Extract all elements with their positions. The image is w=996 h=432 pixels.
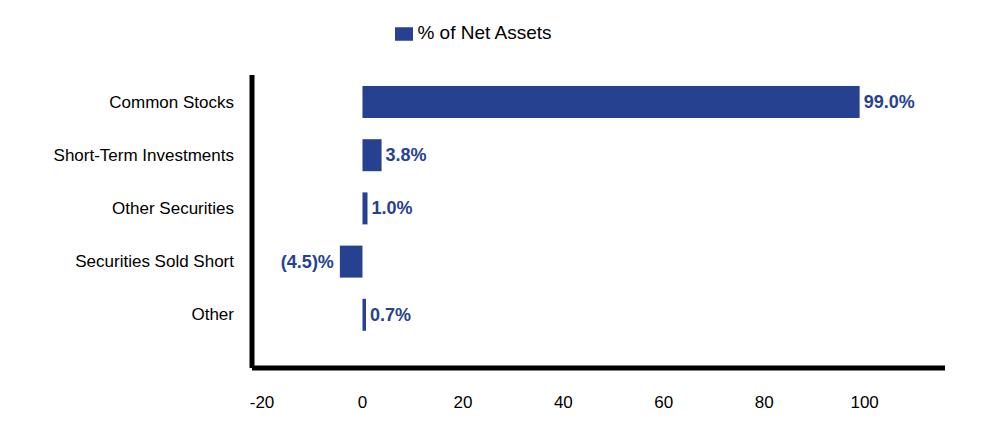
svg-text:Other Securities: Other Securities xyxy=(112,199,234,218)
svg-text:20: 20 xyxy=(453,393,472,412)
svg-text:40: 40 xyxy=(554,393,573,412)
svg-text:0: 0 xyxy=(358,393,367,412)
svg-text:-20: -20 xyxy=(250,393,275,412)
svg-text:3.8%: 3.8% xyxy=(386,145,427,165)
svg-text:60: 60 xyxy=(654,393,673,412)
svg-text:Securities Sold Short: Securities Sold Short xyxy=(75,252,234,271)
svg-text:Other: Other xyxy=(191,305,234,324)
svg-text:Short-Term Investments: Short-Term Investments xyxy=(54,146,234,165)
svg-text:0.7%: 0.7% xyxy=(370,305,411,325)
svg-text:80: 80 xyxy=(755,393,774,412)
svg-text:(4.5)%: (4.5)% xyxy=(281,252,334,272)
svg-text:100: 100 xyxy=(850,393,878,412)
svg-text:1.0%: 1.0% xyxy=(372,198,413,218)
svg-text:99.0%: 99.0% xyxy=(864,92,915,112)
svg-text:Common Stocks: Common Stocks xyxy=(109,93,234,112)
html-text:% of Net Assets: % of Net Assets xyxy=(417,22,552,43)
